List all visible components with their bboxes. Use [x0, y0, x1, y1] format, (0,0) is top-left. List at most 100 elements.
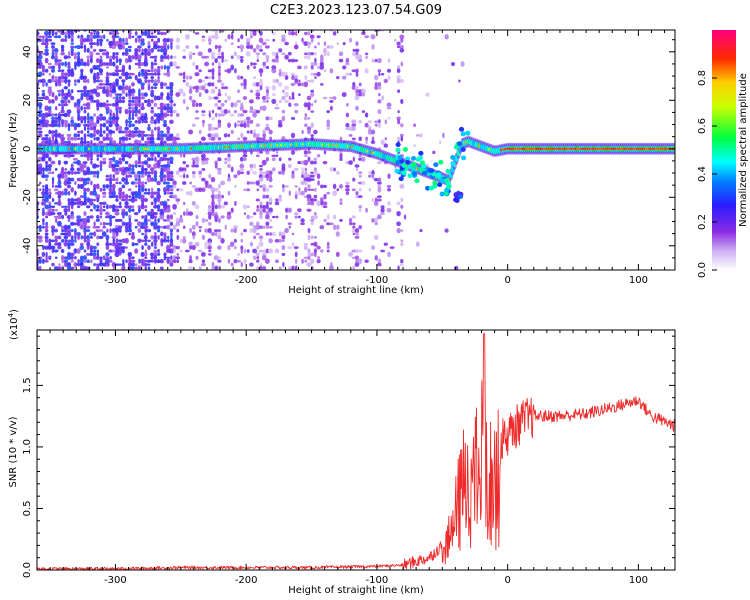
- spectrogram-cell: [37, 238, 43, 243]
- spectrogram-cell: [121, 130, 126, 134]
- spectrogram-cell: [240, 248, 244, 254]
- spectrogram-cell: [93, 72, 96, 76]
- spectrogram-cell: [44, 204, 49, 210]
- spectrogram-cell: [226, 177, 232, 182]
- spectrogram-cell: [93, 249, 97, 253]
- spectrogram-cell: [166, 198, 170, 202]
- spectrogram-cell: [272, 78, 276, 84]
- spectrogram-cell: [150, 109, 155, 114]
- spectrogram-cell: [159, 133, 164, 138]
- spectrogram-cell: [259, 30, 263, 36]
- spectrogram-cell: [83, 197, 87, 203]
- spectrogram-cell: [137, 265, 142, 270]
- spectrogram-cell: [111, 119, 117, 125]
- snr-x-axis-label: Height of straight line (km): [288, 585, 424, 596]
- spectrogram-cell: [127, 188, 132, 192]
- spectrogram-cell: [259, 85, 263, 91]
- spectrogram-cell: [112, 130, 116, 134]
- spectrogram-cell: [124, 166, 129, 173]
- spectrogram-cell: [122, 191, 125, 196]
- spectrogram-cell: [86, 89, 91, 93]
- spectrogram-cell: [242, 95, 248, 101]
- spectrogram-cell: [377, 186, 382, 193]
- spectrogram-cell: [170, 42, 173, 46]
- spectrogram-cell: [160, 109, 164, 114]
- spectrogram-cell: [133, 211, 139, 216]
- spectrogram-cell: [224, 157, 228, 161]
- spectrogram-cell: [397, 136, 401, 142]
- spectrogram-cell: [54, 58, 59, 64]
- spectrogram-cell: [140, 71, 145, 77]
- spectrogram-cell: [41, 123, 46, 128]
- spectrogram-cell: [199, 229, 202, 233]
- spectrogram-cell: [150, 154, 155, 158]
- spectrogram-cell: [185, 191, 190, 196]
- spectrogram-cell: [111, 34, 117, 39]
- spectrogram-cell: [96, 30, 100, 37]
- spectrogram-cell: [106, 228, 109, 233]
- spectrogram-cell: [291, 265, 295, 270]
- spectrogram-cell: [239, 156, 244, 162]
- spectrogram-cell: [108, 109, 113, 115]
- spectrogram-cell: [85, 252, 91, 256]
- spectrogram-cell: [307, 227, 311, 234]
- spectrogram-cell: [271, 58, 277, 63]
- spectrogram-cell: [82, 201, 88, 206]
- spectrogram-cell: [67, 51, 71, 57]
- spectrogram-cell: [259, 262, 263, 267]
- spectrogram-cell: [143, 191, 148, 195]
- spectrogram-cell: [144, 181, 147, 185]
- spectrogram-cell: [150, 76, 155, 80]
- spectrogram-cell: [191, 123, 196, 127]
- spectrogram-cell: [156, 187, 161, 192]
- spectrogram-cell: [53, 48, 59, 53]
- spectrogram-cell: [262, 207, 267, 213]
- spectrogram-cell: [108, 204, 113, 209]
- spectrogram-cell: [93, 113, 96, 117]
- spectrogram-cell: [395, 142, 401, 148]
- spectrogram-cell: [243, 258, 247, 264]
- spectrogram-cell: [163, 174, 167, 179]
- spectrogram-cell: [105, 133, 109, 138]
- spectrogram-cell: [37, 35, 43, 39]
- spectrogram-cell: [160, 92, 164, 98]
- spectrogram-cell: [102, 262, 107, 267]
- spectrogram-cell: [178, 72, 184, 76]
- spectrogram-cell: [301, 160, 305, 165]
- spectrogram-cell: [183, 211, 186, 217]
- spectrogram-cell: [217, 231, 222, 237]
- spectrogram-cell: [303, 55, 308, 59]
- spectrogram-cell: [108, 55, 113, 59]
- spectrogram-cell: [208, 112, 211, 118]
- spectrogram-cell: [66, 255, 72, 261]
- spectrogram-cell: [172, 203, 177, 210]
- spectrogram-cell: [64, 38, 68, 43]
- spectrogram-cell: [140, 85, 145, 90]
- spectrogram-cell: [250, 61, 253, 67]
- spectrogram-cell: [118, 95, 122, 101]
- spectrogram-cell: [400, 204, 404, 209]
- spectrogram-cell: [128, 195, 132, 199]
- spectrogram-cell: [157, 37, 161, 43]
- spectrogram-cell: [70, 89, 74, 94]
- spectrogram-cell: [285, 207, 289, 213]
- spectrogram-cell: [37, 201, 40, 206]
- spectrogram-cell: [377, 184, 382, 189]
- spectrogram-cell: [262, 99, 267, 104]
- spectrogram-cell: [285, 214, 288, 220]
- spectrogram-cell: [131, 242, 135, 247]
- spectrogram-cell: [377, 214, 382, 220]
- spectrogram-cell: [243, 188, 247, 192]
- spectrogram-cell: [125, 259, 128, 263]
- spectrogram-cell: [41, 116, 46, 121]
- spectrogram-cell: [130, 181, 136, 185]
- spectrogram-cell: [169, 81, 174, 87]
- spectrogram-cell: [304, 113, 307, 117]
- spectrogram-cell: [373, 177, 379, 182]
- spectrogram-cell: [47, 191, 52, 196]
- spectrogram-cell: [102, 116, 107, 121]
- spectrogram-cell: [357, 181, 363, 185]
- spectrogram-cell: [217, 235, 222, 240]
- spectrogram-cell: [105, 62, 110, 66]
- spectrogram-cell: [114, 170, 120, 175]
